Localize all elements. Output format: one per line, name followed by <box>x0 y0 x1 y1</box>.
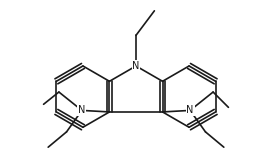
Text: N: N <box>186 105 194 115</box>
Text: N: N <box>78 105 86 115</box>
Text: N: N <box>132 61 140 71</box>
